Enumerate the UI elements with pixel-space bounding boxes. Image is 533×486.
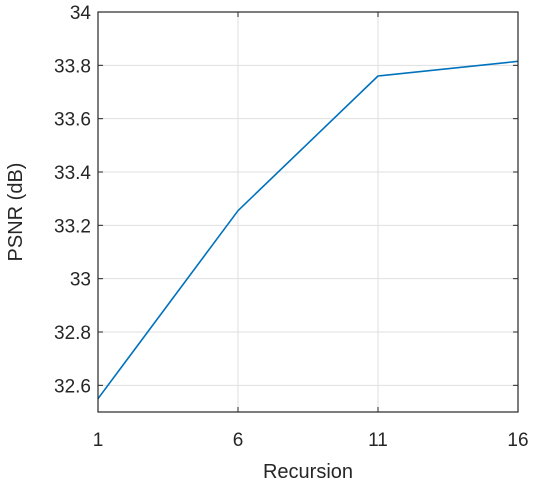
series-layer	[97, 60, 519, 400]
ticks	[97, 11, 519, 412]
x-tick-label: 6	[233, 430, 244, 451]
x-tick-label: 1	[93, 430, 104, 451]
y-tick-label: 33.2	[54, 216, 91, 237]
y-tick-label: 34	[70, 3, 92, 24]
series-line	[97, 60, 519, 400]
y-tick-label: 33.8	[54, 56, 91, 77]
x-axis-label: Recursion	[263, 461, 353, 483]
y-tick-label: 32.6	[54, 376, 91, 397]
axes-frame	[97, 11, 519, 413]
plot-area	[98, 12, 518, 412]
y-tick-label: 33.6	[54, 110, 91, 131]
y-axis-label: PSNR (dB)	[5, 163, 27, 262]
y-tick-label: 32.8	[54, 323, 91, 344]
x-tick-label: 16	[507, 430, 528, 451]
x-tick-label: 11	[368, 430, 388, 451]
y-tick-label: 33.4	[54, 163, 91, 184]
y-tick-label: 33	[70, 270, 91, 291]
